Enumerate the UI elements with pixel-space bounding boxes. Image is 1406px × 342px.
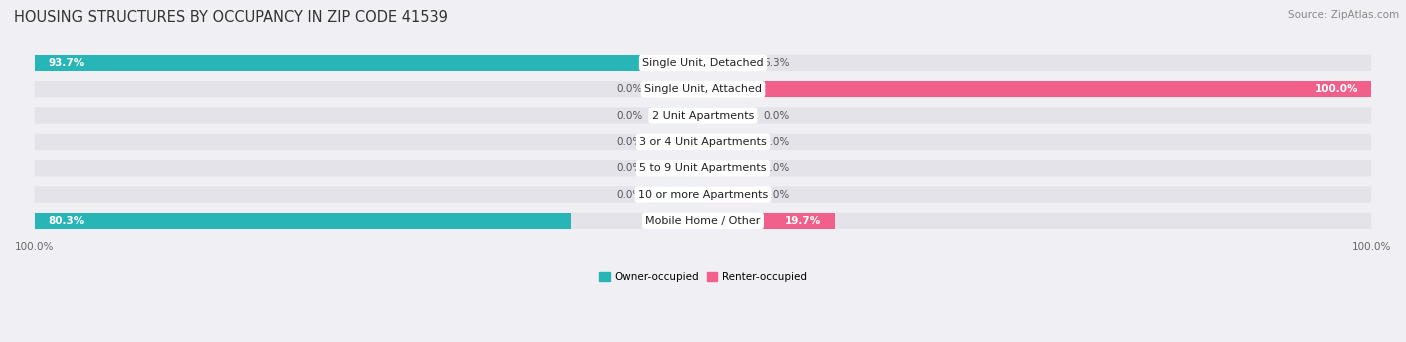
FancyBboxPatch shape: [35, 134, 1371, 150]
Bar: [703, 134, 756, 150]
Bar: [650, 134, 703, 150]
Text: Source: ZipAtlas.com: Source: ZipAtlas.com: [1288, 10, 1399, 20]
Text: 2 Unit Apartments: 2 Unit Apartments: [652, 110, 754, 120]
FancyBboxPatch shape: [35, 55, 1371, 71]
FancyBboxPatch shape: [35, 213, 1371, 229]
Text: 5 to 9 Unit Apartments: 5 to 9 Unit Apartments: [640, 163, 766, 173]
Text: 0.0%: 0.0%: [617, 163, 643, 173]
Text: 10 or more Apartments: 10 or more Apartments: [638, 189, 768, 199]
Text: 0.0%: 0.0%: [763, 110, 789, 120]
Bar: [703, 160, 756, 176]
Bar: [703, 186, 756, 203]
Bar: [703, 107, 756, 124]
Text: 6.3%: 6.3%: [763, 58, 790, 68]
Text: 0.0%: 0.0%: [763, 137, 789, 147]
FancyBboxPatch shape: [35, 107, 1371, 124]
FancyBboxPatch shape: [35, 160, 1371, 176]
Bar: [703, 55, 745, 71]
Text: 0.0%: 0.0%: [617, 189, 643, 199]
Bar: [650, 81, 703, 97]
Text: 80.3%: 80.3%: [48, 216, 84, 226]
Text: 0.0%: 0.0%: [617, 84, 643, 94]
Bar: [703, 81, 1371, 97]
Text: 3 or 4 Unit Apartments: 3 or 4 Unit Apartments: [640, 137, 766, 147]
Text: Single Unit, Attached: Single Unit, Attached: [644, 84, 762, 94]
Text: Mobile Home / Other: Mobile Home / Other: [645, 216, 761, 226]
Text: Single Unit, Detached: Single Unit, Detached: [643, 58, 763, 68]
Bar: [650, 107, 703, 124]
Text: 19.7%: 19.7%: [785, 216, 821, 226]
Bar: [703, 213, 835, 229]
Text: HOUSING STRUCTURES BY OCCUPANCY IN ZIP CODE 41539: HOUSING STRUCTURES BY OCCUPANCY IN ZIP C…: [14, 10, 449, 25]
Text: 0.0%: 0.0%: [763, 163, 789, 173]
Legend: Owner-occupied, Renter-occupied: Owner-occupied, Renter-occupied: [595, 268, 811, 287]
Text: 0.0%: 0.0%: [763, 189, 789, 199]
Bar: [650, 160, 703, 176]
FancyBboxPatch shape: [35, 81, 1371, 97]
Text: 93.7%: 93.7%: [48, 58, 84, 68]
Bar: [35, 55, 661, 71]
FancyBboxPatch shape: [35, 186, 1371, 203]
Text: 0.0%: 0.0%: [617, 137, 643, 147]
Bar: [35, 213, 571, 229]
Text: 100.0%: 100.0%: [1315, 84, 1358, 94]
Bar: [650, 186, 703, 203]
Text: 0.0%: 0.0%: [617, 110, 643, 120]
